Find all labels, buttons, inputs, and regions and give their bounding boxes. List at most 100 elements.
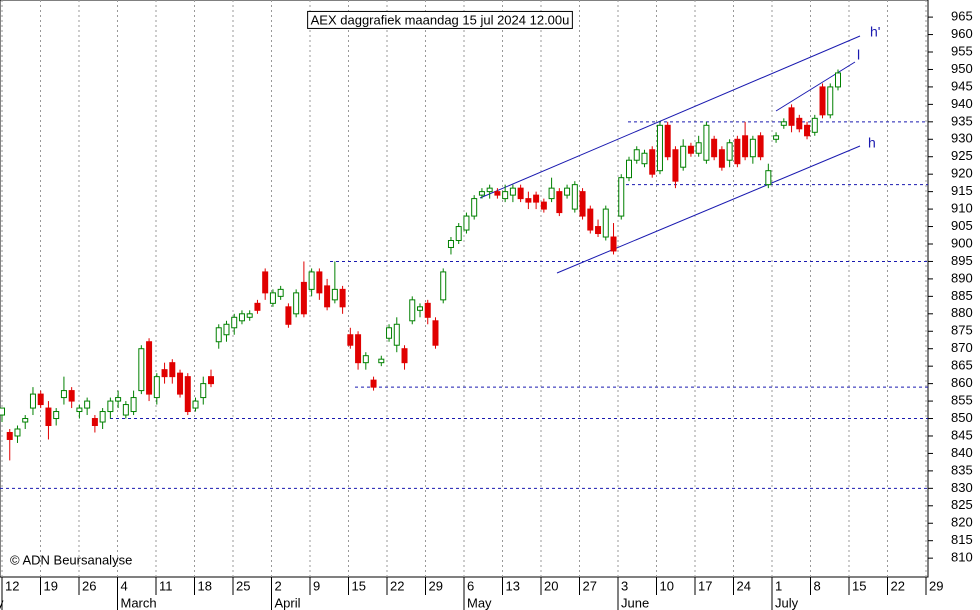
candle-body: [161, 369, 168, 378]
candle-body: [680, 145, 687, 168]
candle-body: [827, 86, 834, 116]
candle-body: [208, 376, 214, 385]
x-tick-label: 9: [313, 578, 320, 593]
candle-body: [22, 418, 29, 423]
y-tick-label: 900: [951, 235, 973, 250]
trendline: [556, 145, 861, 274]
y-tick-label: 825: [951, 497, 973, 512]
candle-body: [246, 313, 253, 318]
candle-body: [231, 316, 238, 329]
candle-body: [300, 281, 307, 315]
title-box: [307, 10, 573, 29]
candle-body: [602, 208, 609, 238]
candle-body: [533, 194, 540, 203]
candle-body: [184, 376, 191, 413]
candle-body: [440, 271, 447, 301]
y-tick-label: 895: [951, 253, 973, 268]
candle-body: [486, 187, 493, 193]
x-tick-label: 2: [275, 578, 282, 593]
candle-body: [362, 355, 369, 364]
candle-body: [749, 138, 756, 158]
candle-body: [99, 411, 106, 423]
candle-body: [595, 226, 602, 235]
y-tick-label: 910: [951, 201, 973, 216]
candle-body: [130, 397, 137, 413]
x-tick-label: 27: [583, 578, 597, 593]
candle-body: [695, 142, 702, 154]
x-tick-label: 10: [660, 578, 674, 593]
candle-body: [424, 302, 431, 318]
y-tick-label: 925: [951, 148, 973, 163]
source: © ADN Beursanalyse: [10, 552, 132, 567]
candle-body: [324, 285, 331, 308]
candle-body: [386, 327, 393, 339]
candle-body: [780, 121, 787, 126]
candle-body: [587, 208, 594, 231]
candle-body: [409, 299, 416, 322]
candle-body: [293, 292, 300, 315]
x-tick-label: 18: [198, 578, 212, 593]
candle-body: [796, 117, 803, 130]
y-tick-label: 845: [951, 427, 973, 442]
grid: [1, 0, 927, 577]
candle-body: [703, 124, 710, 161]
chart-title: AEX daggrafiek maandag 15 jul 2024 12.00…: [311, 12, 570, 27]
x-tick-label: 3: [621, 578, 628, 593]
candle-body: [262, 271, 269, 294]
candle-body: [804, 124, 811, 137]
x-tick-label: 4: [121, 578, 128, 593]
x-tick-label: 19: [44, 578, 58, 593]
candle-body: [571, 184, 578, 210]
candle-body: [626, 159, 632, 179]
candle-body: [6, 431, 13, 440]
candle-body: [146, 341, 153, 395]
x-tick-label: 22: [891, 578, 905, 593]
candle-body: [835, 72, 841, 88]
candle-body: [169, 362, 176, 378]
x-tick-label: 15: [352, 578, 366, 593]
trendline: [479, 35, 861, 199]
candle-body: [471, 198, 478, 217]
x-tick-label: 26: [82, 578, 96, 593]
x-tick-label: 6: [467, 578, 474, 593]
candle-body: [153, 376, 160, 399]
candle-body: [14, 428, 21, 437]
x-tick-label: 11: [159, 578, 173, 593]
y-tick-label: 840: [951, 445, 973, 460]
candle-body: [819, 86, 826, 116]
candle-body: [122, 404, 129, 416]
candle-body: [401, 348, 408, 364]
candle-body: [370, 379, 377, 388]
x-tick-label: 15: [852, 578, 866, 593]
candle-body: [664, 124, 671, 158]
candle-body: [672, 149, 679, 182]
y-tick-label: 860: [951, 375, 973, 390]
candle-body: [355, 334, 362, 364]
levels: [0, 121, 928, 489]
candle-body: [91, 418, 98, 427]
candle-body: [76, 407, 83, 413]
trendlines: [479, 35, 861, 274]
candle-body: [633, 149, 640, 161]
candle-body: [432, 320, 439, 346]
candle-body: [45, 407, 52, 427]
candle-body: [773, 135, 780, 140]
candle-body: [277, 288, 284, 297]
candle-body: [53, 411, 60, 420]
trendline-label: h: [868, 135, 876, 151]
month-label: May: [467, 595, 492, 610]
candle-body: [378, 358, 385, 364]
x-tick-label: 20: [544, 578, 558, 593]
candles: [0, 69, 841, 461]
y-tick-label: 965: [951, 9, 973, 24]
axes: 8108158208258308358408458508558608658708…: [0, 9, 973, 610]
candle-body: [192, 400, 199, 409]
candle-body: [254, 302, 261, 311]
candle-body: [331, 288, 338, 301]
candle-body: [29, 393, 36, 409]
y-tick-label: 815: [951, 532, 973, 547]
y-tick-label: 865: [951, 358, 973, 373]
y-tick-label: 945: [951, 78, 973, 93]
